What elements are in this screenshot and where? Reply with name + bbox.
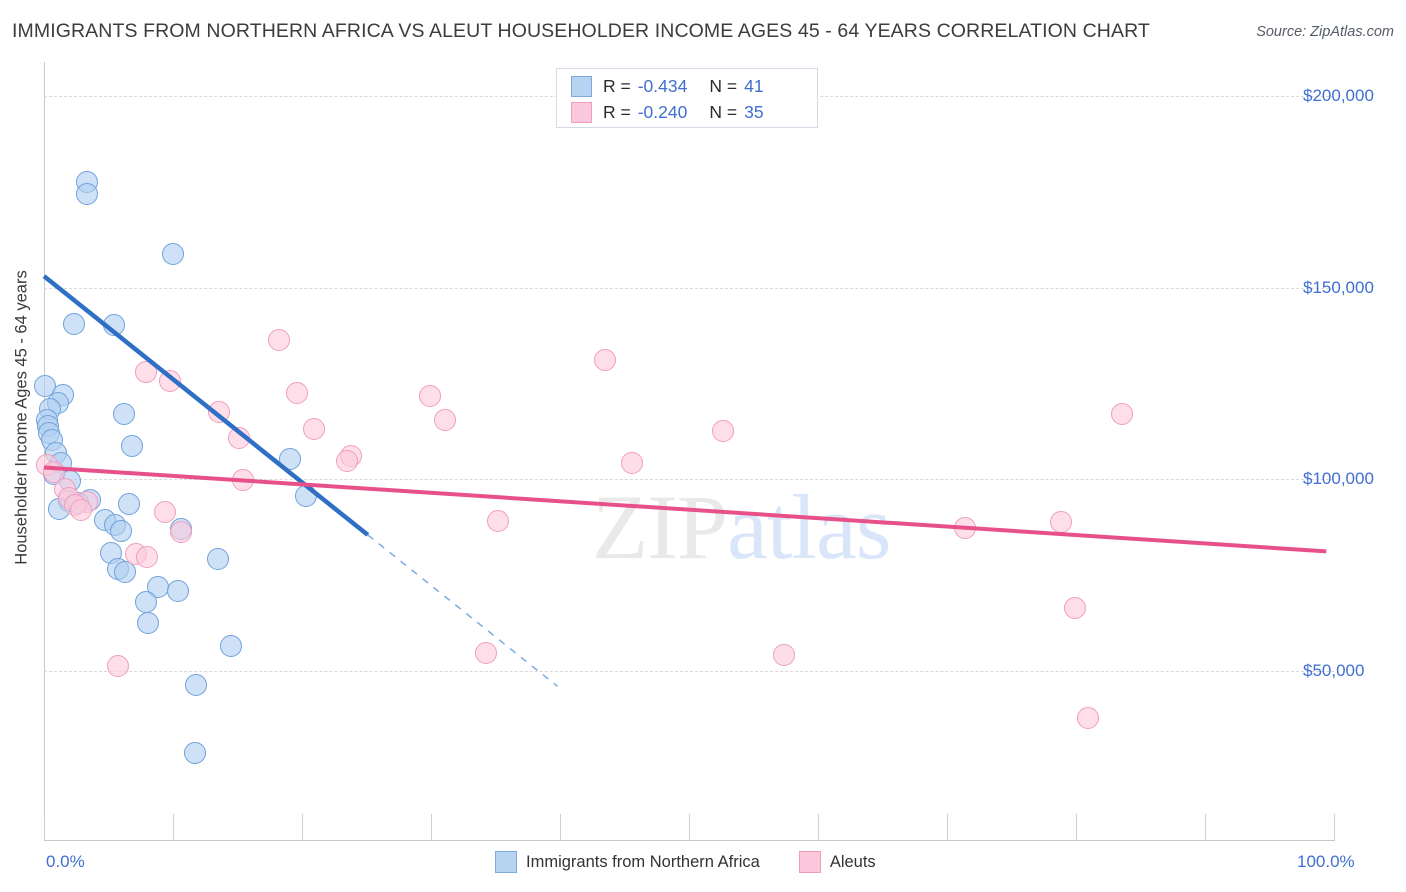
data-point[interactable]: [159, 370, 182, 393]
data-point[interactable]: [1063, 596, 1086, 619]
data-point[interactable]: [621, 452, 644, 475]
data-point[interactable]: [285, 381, 308, 404]
watermark-zip: ZIP: [592, 476, 728, 578]
stats-n-label-pink: N =: [709, 101, 738, 122]
data-point[interactable]: [207, 548, 230, 571]
data-point[interactable]: [594, 348, 617, 371]
stats-r-value-pink: -0.240: [637, 101, 688, 122]
data-point[interactable]: [418, 384, 441, 407]
data-point[interactable]: [134, 361, 157, 384]
data-point[interactable]: [954, 517, 977, 540]
legend-swatch-immigrants-icon: [495, 851, 517, 873]
stats-r-label-pink: R =: [603, 101, 631, 122]
data-point[interactable]: [137, 611, 160, 634]
x-axis-tick: [1334, 814, 1335, 840]
x-axis-tick: [173, 814, 174, 840]
source-label: Source: ZipAtlas.com: [1256, 24, 1394, 40]
stats-row-pink: R = -0.240 N = 35: [571, 99, 764, 125]
y-axis-title: Householder Income Ages 45 - 64 years: [12, 270, 31, 565]
y-axis-tick-label: $200,000: [1303, 86, 1374, 105]
data-point[interactable]: [62, 312, 85, 335]
data-point[interactable]: [1076, 707, 1099, 730]
x-axis-line: [44, 840, 1335, 841]
x-axis-tick: [431, 814, 432, 840]
data-point[interactable]: [267, 328, 290, 351]
data-point[interactable]: [279, 447, 302, 470]
data-point[interactable]: [1111, 403, 1134, 426]
x-axis-tick: [818, 814, 819, 840]
data-point[interactable]: [185, 674, 208, 697]
data-point[interactable]: [114, 561, 137, 584]
x-axis-tick: [1076, 814, 1077, 840]
data-point[interactable]: [475, 641, 498, 664]
x-axis-min-label: 0.0%: [46, 852, 85, 871]
data-point[interactable]: [434, 408, 457, 431]
stats-row-blue: R = -0.434 N = 41: [571, 73, 764, 99]
stats-n-label-blue: N =: [709, 75, 738, 96]
legend-swatch-aleuts-icon: [798, 851, 821, 873]
y-axis-tick-label: $100,000: [1303, 469, 1374, 488]
watermark-atlas: atlas: [727, 476, 892, 578]
data-point[interactable]: [70, 498, 93, 521]
data-point[interactable]: [302, 417, 325, 440]
stats-n-value-pink: 35: [744, 101, 764, 122]
data-point[interactable]: [227, 426, 250, 449]
data-point[interactable]: [134, 591, 157, 614]
data-point[interactable]: [167, 579, 190, 602]
data-point[interactable]: [102, 313, 125, 336]
x-axis-tick: [947, 814, 948, 840]
data-point[interactable]: [336, 449, 359, 472]
correlation-stats-box: R = -0.434 N = 41 R = -0.240 N = 35: [556, 68, 818, 128]
stats-r-label-blue: R =: [603, 75, 631, 96]
data-point[interactable]: [1049, 511, 1072, 534]
gridline: [44, 288, 1334, 289]
page-title: IMMIGRANTS FROM NORTHERN AFRICA VS ALEUT…: [12, 20, 1150, 42]
legend-label-immigrants: Immigrants from Northern Africa: [526, 852, 760, 871]
data-point[interactable]: [136, 546, 159, 569]
x-axis-tick: [689, 814, 690, 840]
data-point[interactable]: [110, 520, 133, 543]
data-point[interactable]: [711, 420, 734, 443]
stats-n-value-blue: 41: [744, 75, 764, 96]
data-point[interactable]: [154, 501, 177, 524]
data-point[interactable]: [487, 509, 510, 532]
x-axis-max-label: 100.0%: [1297, 852, 1355, 871]
data-point[interactable]: [120, 434, 143, 457]
data-point[interactable]: [169, 520, 192, 543]
y-axis-tick-label: $150,000: [1303, 278, 1374, 297]
legend-swatch-blue-icon: [571, 75, 592, 97]
data-point[interactable]: [75, 182, 98, 205]
data-point[interactable]: [220, 634, 243, 657]
legend-swatch-pink-icon: [571, 101, 592, 123]
x-axis-tick: [44, 814, 45, 840]
legend-item-aleuts[interactable]: Aleuts: [798, 851, 876, 873]
y-axis-tick-label: $50,000: [1303, 661, 1365, 680]
data-point[interactable]: [773, 643, 796, 666]
x-axis-tick: [560, 814, 561, 840]
data-point[interactable]: [208, 400, 231, 423]
stats-r-value-blue: -0.434: [637, 75, 688, 96]
zipatlas-watermark: ZIPatlas: [592, 474, 892, 580]
legend-label-aleuts: Aleuts: [829, 852, 876, 871]
data-point[interactable]: [231, 468, 254, 491]
gridline: [44, 671, 1334, 672]
x-axis-tick: [1205, 814, 1206, 840]
plot-area: ZIPatlas: [34, 62, 1335, 840]
data-point[interactable]: [162, 242, 184, 265]
data-point[interactable]: [183, 741, 206, 764]
data-point[interactable]: [106, 654, 129, 677]
series-legend: Immigrants from Northern Africa Aleuts: [495, 851, 906, 873]
data-point[interactable]: [118, 492, 141, 515]
data-point[interactable]: [112, 402, 135, 425]
data-point[interactable]: [294, 485, 317, 508]
x-axis-tick: [302, 814, 303, 840]
legend-item-immigrants[interactable]: Immigrants from Northern Africa: [495, 851, 760, 873]
